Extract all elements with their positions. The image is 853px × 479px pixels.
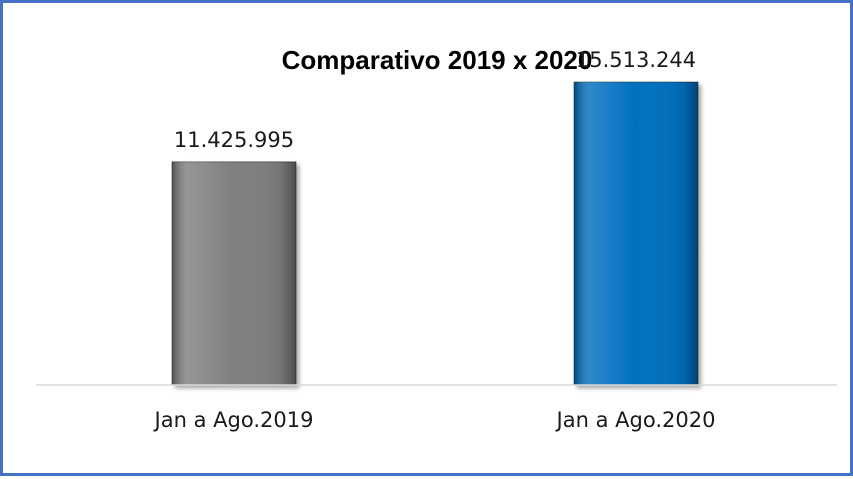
bar-2 bbox=[573, 81, 699, 386]
chart-title: Comparativo 2019 x 2020 bbox=[282, 45, 593, 75]
bar-chart: Comparativo 2019 x 2020 11.425.995 Jan a … bbox=[36, 45, 837, 432]
category-label-1: Jan a Ago.2019 bbox=[153, 408, 314, 432]
bar-bevel bbox=[172, 161, 296, 385]
category-label-2: Jan a Ago.2020 bbox=[555, 408, 716, 432]
bar-bevel bbox=[574, 82, 698, 386]
bar-1 bbox=[171, 161, 297, 386]
bars-layer bbox=[171, 81, 699, 386]
value-label-2: 15.513.244 bbox=[576, 48, 696, 72]
labels-layer: 11.425.995 Jan a Ago.2019 15.513.244 Jan a … bbox=[153, 48, 716, 432]
value-label-1: 11.425.995 bbox=[174, 128, 294, 152]
